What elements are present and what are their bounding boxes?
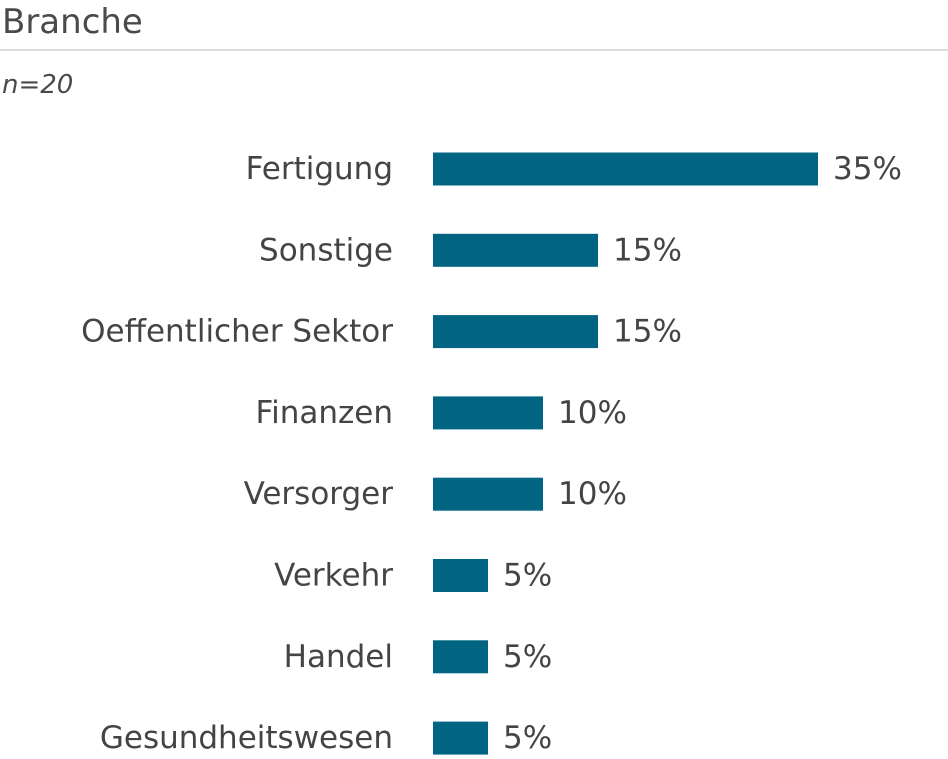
chart-title: Branche [2,2,143,42]
bar [433,721,488,755]
value-label: 10% [558,395,627,431]
bar [433,477,543,511]
category-label: Versorger [244,476,394,512]
chart-subtitle: n=20 [2,70,74,100]
title-divider [0,49,948,51]
bar [433,315,598,349]
value-label: 5% [503,720,552,756]
value-label: 5% [503,558,552,594]
bar [433,233,598,267]
category-label: Oeffentlicher Sektor [81,314,393,350]
value-label: 15% [613,232,682,268]
value-label: 5% [503,639,552,675]
bar [433,396,543,430]
bar [433,559,488,592]
category-label: Finanzen [256,395,393,431]
category-label: Fertigung [246,151,393,187]
category-label: Gesundheitswesen [100,720,393,756]
value-label: 10% [558,476,627,512]
category-label: Handel [284,639,393,675]
category-label: Verkehr [274,558,393,594]
bar [433,640,488,674]
bar [433,152,818,186]
value-label: 15% [613,314,682,350]
value-label: 35% [833,151,902,187]
category-label: Sonstige [259,232,393,268]
